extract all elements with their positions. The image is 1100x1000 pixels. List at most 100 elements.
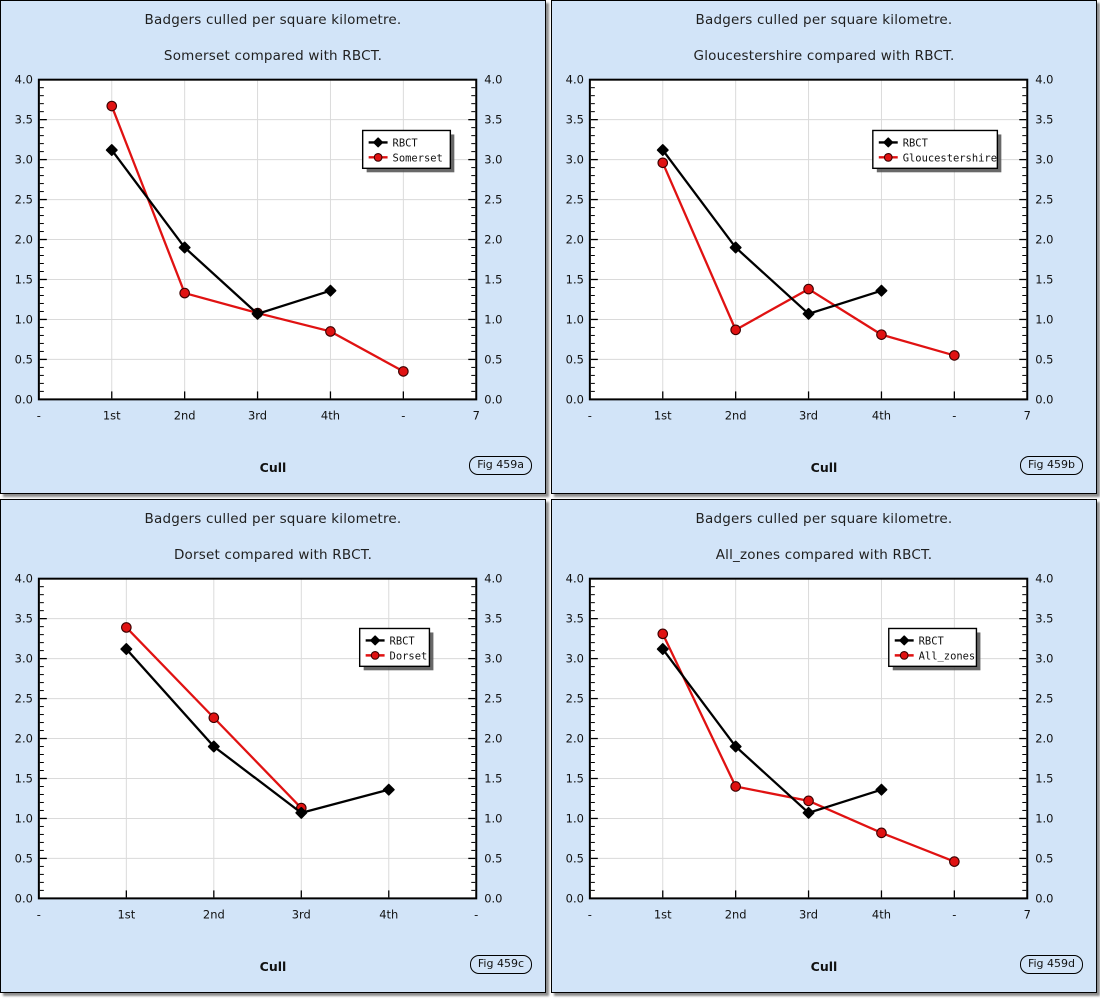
svg-text:4.0: 4.0 [484, 572, 502, 586]
plot-frame [588, 78, 1029, 401]
svg-text:-: - [37, 907, 41, 921]
svg-text:4th: 4th [321, 408, 340, 422]
gridlines [590, 579, 1027, 898]
svg-text:2nd: 2nd [725, 907, 747, 921]
svg-text:RBCT: RBCT [390, 635, 416, 647]
svg-text:1.0: 1.0 [15, 811, 33, 825]
svg-text:-: - [37, 408, 41, 422]
svg-text:2.5: 2.5 [566, 692, 584, 706]
legend: RBCT Dorset [358, 627, 434, 671]
svg-text:Gloucestershire: Gloucestershire [903, 152, 997, 164]
svg-text:2.0: 2.0 [15, 233, 33, 247]
svg-text:4.0: 4.0 [1035, 73, 1053, 87]
x-axis-labels: - 1st 2nd 3rd 4th - 7 [588, 408, 1031, 422]
svg-text:1.5: 1.5 [1035, 272, 1053, 286]
plot-frame [37, 577, 478, 900]
svg-text:Dorset: Dorset [390, 650, 428, 662]
svg-text:3rd: 3rd [799, 907, 818, 921]
svg-text:0.0: 0.0 [484, 392, 502, 406]
svg-text:2.5: 2.5 [484, 193, 502, 207]
y-axis-labels: 0.0 0.0 0.5 0.5 1.0 1.0 1.5 1.5 2.0 2.0 2.5 2.5 3.0 3… [15, 572, 503, 906]
svg-text:1.0: 1.0 [15, 312, 33, 326]
svg-text:4.0: 4.0 [15, 572, 33, 586]
svg-text:3.5: 3.5 [484, 612, 502, 626]
svg-text:1st: 1st [117, 907, 135, 921]
svg-text:7: 7 [1024, 408, 1031, 422]
chart-title: Badgers culled per square kilometre. [144, 12, 402, 28]
svg-text:0.0: 0.0 [1035, 392, 1053, 406]
svg-text:-: - [588, 408, 592, 422]
chart-subtitle: All_zones compared with RBCT. [715, 547, 933, 563]
series-rbct [120, 643, 395, 819]
legend: RBCT Somerset [361, 129, 455, 173]
chart-title: Badgers culled per square kilometre. [695, 12, 953, 28]
axis-ticks [38, 578, 477, 900]
svg-text:4.0: 4.0 [1035, 572, 1053, 586]
svg-text:4.0: 4.0 [484, 73, 502, 87]
svg-text:0.0: 0.0 [1035, 891, 1053, 905]
y-axis-labels: 0.0 0.0 0.5 0.5 1.0 1.0 1.5 1.5 2.0 2.0 2.5 2.5 3.0 3… [566, 73, 1054, 407]
svg-text:1.0: 1.0 [1035, 811, 1053, 825]
svg-text:4.0: 4.0 [15, 73, 33, 87]
svg-text:1st: 1st [103, 408, 121, 422]
x-axis-labels: - 1st 2nd 3rd 4th - 7 [37, 408, 480, 422]
figure-badge: Fig 459d [1019, 955, 1083, 974]
svg-text:0.5: 0.5 [484, 352, 502, 366]
svg-text:2.5: 2.5 [15, 193, 33, 207]
axis-ticks [38, 79, 477, 401]
svg-text:3.5: 3.5 [15, 612, 33, 626]
svg-text:0.0: 0.0 [15, 891, 33, 905]
svg-text:2.0: 2.0 [15, 732, 33, 746]
plot-frame [588, 577, 1029, 900]
svg-text:2nd: 2nd [725, 408, 747, 422]
x-axis-labels: - 1st 2nd 3rd 4th - [37, 907, 479, 921]
svg-text:4th: 4th [872, 408, 891, 422]
svg-text:1.5: 1.5 [15, 272, 33, 286]
svg-text:0.5: 0.5 [566, 352, 584, 366]
axis-ticks [589, 79, 1028, 401]
plot-frame [37, 78, 478, 401]
svg-text:7: 7 [473, 408, 480, 422]
legend: RBCT Gloucestershire [872, 129, 1002, 173]
svg-text:1st: 1st [654, 907, 672, 921]
svg-text:2nd: 2nd [203, 907, 225, 921]
svg-text:0.0: 0.0 [566, 392, 584, 406]
svg-text:3.0: 3.0 [15, 652, 33, 666]
svg-text:3.5: 3.5 [1035, 113, 1053, 127]
svg-text:3.5: 3.5 [15, 113, 33, 127]
svg-text:2.0: 2.0 [484, 732, 502, 746]
svg-text:1.5: 1.5 [15, 771, 33, 785]
svg-text:0.0: 0.0 [484, 891, 502, 905]
svg-text:1.0: 1.0 [484, 811, 502, 825]
svg-text:2.5: 2.5 [1035, 692, 1053, 706]
svg-text:3rd: 3rd [292, 907, 311, 921]
svg-text:2.5: 2.5 [566, 193, 584, 207]
svg-text:1.0: 1.0 [566, 312, 584, 326]
svg-text:-: - [401, 408, 405, 422]
svg-text:3.0: 3.0 [566, 153, 584, 167]
svg-text:1.0: 1.0 [566, 811, 584, 825]
series-gloucestershire [657, 157, 960, 361]
svg-text:2.5: 2.5 [15, 692, 33, 706]
chart-panel-somerset: 0.0 0.0 0.5 0.5 1.0 1.0 1.5 1.5 2.0 2.0 2.5 2.5 3.0 3… [0, 0, 546, 494]
chart-panel-dorset: 0.0 0.0 0.5 0.5 1.0 1.0 1.5 1.5 2.0 2.0 2.5 2.5 3.0 3… [0, 499, 546, 993]
svg-text:2.0: 2.0 [1035, 732, 1053, 746]
svg-text:3.0: 3.0 [566, 652, 584, 666]
series-rbct [656, 144, 888, 320]
chart-panel-all-zones: 0.0 0.0 0.5 0.5 1.0 1.0 1.5 1.5 2.0 2.0 2.5 2.5 3.0 3… [551, 499, 1097, 993]
svg-text:2.0: 2.0 [1035, 233, 1053, 247]
svg-text:3.5: 3.5 [484, 113, 502, 127]
svg-text:3.0: 3.0 [15, 153, 33, 167]
svg-text:7: 7 [1024, 907, 1031, 921]
figure-badge: Fig 459b [1019, 456, 1083, 475]
svg-text:RBCT: RBCT [393, 137, 419, 149]
svg-text:4th: 4th [872, 907, 891, 921]
chart-canvas-dorset: 0.0 0.0 0.5 0.5 1.0 1.0 1.5 1.5 2.0 2.0 2.5 2.5 3.0 3… [15, 572, 503, 922]
y-axis-labels: 0.0 0.0 0.5 0.5 1.0 1.0 1.5 1.5 2.0 2.0 2.5 2.5 3.0 3… [566, 572, 1054, 906]
chart-canvas-gloucestershire: 0.0 0.0 0.5 0.5 1.0 1.0 1.5 1.5 2.0 2.0 2.5 2.5 3.0 3… [566, 73, 1054, 423]
svg-text:RBCT: RBCT [919, 635, 945, 647]
svg-text:-: - [474, 907, 478, 921]
svg-text:0.5: 0.5 [566, 851, 584, 865]
series-rbct [656, 643, 888, 819]
